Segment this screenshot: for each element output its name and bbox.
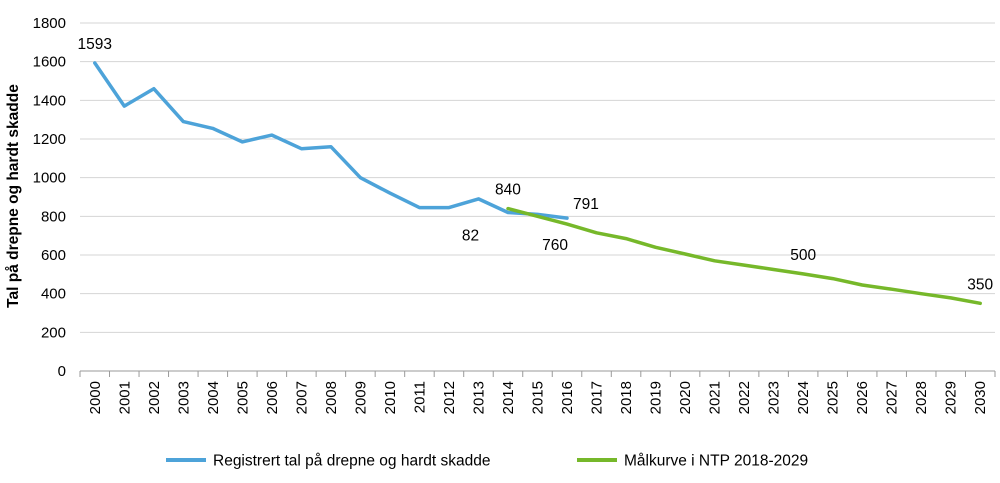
series-line-1 bbox=[506, 206, 982, 306]
x-tick-label: 2002 bbox=[146, 381, 163, 414]
x-tick-label: 2028 bbox=[913, 381, 930, 414]
x-tick-label: 2019 bbox=[648, 381, 665, 414]
data-point bbox=[506, 211, 510, 214]
x-tick-label: 2017 bbox=[589, 381, 606, 414]
data-point bbox=[182, 120, 185, 123]
data-point bbox=[979, 302, 982, 305]
data-point bbox=[683, 252, 687, 256]
x-tick-label: 2023 bbox=[766, 381, 783, 414]
data-point bbox=[300, 147, 303, 150]
x-tick-label: 2000 bbox=[87, 381, 104, 414]
data-point bbox=[949, 296, 952, 300]
data-point bbox=[801, 272, 805, 276]
data-point bbox=[920, 292, 923, 295]
x-tick-label: 2012 bbox=[441, 381, 458, 414]
data-label: 1593 bbox=[78, 36, 112, 53]
x-tick-label: 2030 bbox=[972, 381, 989, 414]
data-point bbox=[565, 222, 569, 226]
x-tick-label: 2026 bbox=[854, 381, 871, 414]
data-labels: 1593 840 82 791 760 500 350 bbox=[78, 36, 994, 293]
data-label: 791 bbox=[573, 196, 599, 213]
data-point bbox=[359, 176, 362, 179]
data-point bbox=[447, 206, 451, 209]
data-label: 350 bbox=[967, 276, 993, 293]
y-axis-label: Tal på drepne og hardt skadde bbox=[5, 84, 22, 308]
data-point bbox=[890, 288, 893, 291]
data-label: 760 bbox=[542, 237, 568, 254]
x-tick-label: 2010 bbox=[382, 381, 399, 414]
y-tick-label: 800 bbox=[41, 208, 66, 225]
data-point bbox=[270, 133, 274, 137]
x-tick-label: 2011 bbox=[411, 381, 428, 413]
x-tick-label: 2013 bbox=[470, 381, 487, 414]
x-tick-label: 2018 bbox=[618, 381, 635, 414]
data-label: 840 bbox=[495, 182, 521, 199]
data-point bbox=[831, 277, 834, 280]
data-point bbox=[241, 140, 244, 144]
data-point bbox=[506, 207, 510, 210]
data-point bbox=[93, 61, 96, 65]
data-point bbox=[565, 216, 569, 220]
data-label: 82 bbox=[462, 227, 479, 244]
data-point bbox=[595, 231, 598, 234]
y-tick-label: 200 bbox=[41, 324, 66, 341]
legend: Registrert tal på drepne og hardt skadde… bbox=[166, 453, 808, 470]
x-tick-label: 2003 bbox=[175, 381, 192, 414]
x-tick-label: 2021 bbox=[707, 381, 724, 414]
x-tick-label: 2025 bbox=[825, 381, 842, 414]
y-axis-ticks: 0 200 400 600 800 1000 1200 1400 1600 1800 bbox=[33, 15, 66, 380]
x-axis-ticks: 2000 2001 2002 2003 2004 2005 2006 2007 2008 2009… bbox=[87, 381, 989, 414]
y-tick-label: 1200 bbox=[33, 131, 66, 148]
x-tick-label: 2006 bbox=[264, 381, 281, 414]
x-tick-label: 2015 bbox=[530, 381, 547, 414]
y-tick-label: 400 bbox=[41, 286, 66, 303]
x-tick-label: 2022 bbox=[736, 381, 753, 414]
x-tick-label: 2029 bbox=[943, 381, 960, 414]
series-lines bbox=[93, 61, 982, 306]
gridlines bbox=[80, 22, 995, 333]
data-point bbox=[477, 197, 480, 201]
x-tick-label: 2007 bbox=[293, 381, 310, 414]
x-tick-label: 2008 bbox=[323, 381, 340, 414]
x-tick-label: 2009 bbox=[352, 381, 369, 414]
data-point bbox=[123, 104, 126, 108]
x-axis bbox=[79, 370, 996, 377]
x-tick-label: 2024 bbox=[795, 381, 812, 414]
data-point bbox=[654, 246, 657, 249]
x-tick-label: 2014 bbox=[500, 381, 517, 414]
y-tick-label: 1600 bbox=[33, 54, 66, 71]
x-tick-label: 2005 bbox=[234, 381, 251, 414]
x-tick-label: 2020 bbox=[677, 381, 694, 414]
x-tick-label: 2016 bbox=[559, 381, 576, 414]
y-tick-label: 1000 bbox=[33, 170, 66, 187]
data-point bbox=[536, 215, 539, 218]
y-tick-label: 1800 bbox=[33, 15, 66, 32]
data-point bbox=[329, 145, 333, 148]
x-tick-label: 2004 bbox=[205, 381, 222, 414]
data-point bbox=[152, 87, 155, 90]
y-tick-label: 1400 bbox=[33, 92, 66, 109]
x-tick-label: 2027 bbox=[884, 381, 901, 414]
data-point bbox=[772, 268, 775, 271]
legend-label-malkurve: Målkurve i NTP 2018-2029 bbox=[624, 453, 808, 470]
data-point bbox=[418, 206, 421, 209]
y-tick-label: 0 bbox=[58, 363, 66, 380]
legend-label-registrert: Registrert tal på drepne og hardt skadde bbox=[213, 453, 490, 470]
data-point bbox=[388, 191, 392, 195]
data-point bbox=[713, 259, 716, 262]
data-label: 500 bbox=[790, 247, 816, 264]
data-point bbox=[624, 237, 628, 240]
data-point bbox=[742, 263, 746, 267]
y-tick-label: 600 bbox=[41, 247, 66, 264]
data-point bbox=[211, 127, 215, 130]
x-tick-label: 2001 bbox=[116, 381, 133, 414]
data-point bbox=[860, 283, 864, 287]
